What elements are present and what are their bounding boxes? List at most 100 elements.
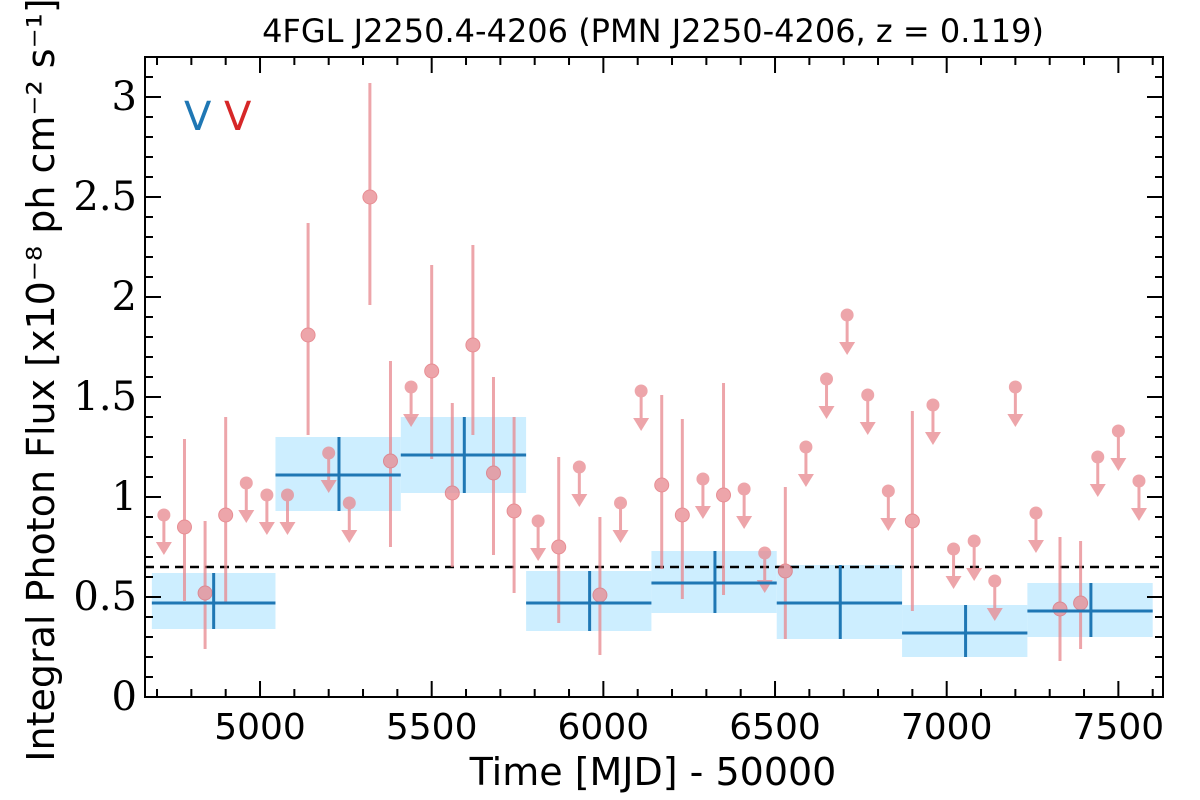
- upper-limit-marker-6: [404, 380, 418, 394]
- x-tick-label-5: 7500: [1073, 707, 1165, 748]
- upper-limit-26: [1110, 424, 1127, 471]
- long-bin-point-7: [1027, 583, 1153, 637]
- upper-limit-arrow-16: [839, 342, 856, 355]
- upper-limit-arrow-10: [633, 418, 650, 431]
- upper-limit-arrow-17: [859, 422, 876, 435]
- upper-limit-arrow-26: [1110, 458, 1127, 471]
- upper-limit-1: [238, 476, 255, 523]
- chart-title: 4FGL J2250.4-4206 (PMN J2250-4206, z = 0…: [262, 12, 1044, 50]
- upper-limit-arrow-27: [1130, 508, 1147, 521]
- detection-point-5: [382, 361, 398, 547]
- detection-marker-18: [1052, 601, 1068, 617]
- upper-limit-marker-9: [614, 496, 628, 510]
- detection-marker-2: [218, 507, 234, 523]
- upper-limit-marker-22: [988, 574, 1002, 588]
- detection-point-2: [218, 417, 234, 603]
- upper-limit-marker-12: [737, 482, 751, 496]
- upper-limit-18: [880, 484, 897, 531]
- detection-point-0: [176, 439, 192, 601]
- upper-limit-arrow-9: [612, 530, 629, 543]
- upper-limit-23: [1007, 380, 1024, 427]
- upper-limit-marker-15: [820, 372, 834, 386]
- detection-point-15: [716, 383, 732, 595]
- y-tick-label-3: 1.5: [73, 374, 137, 420]
- upper-limit-arrow-7: [530, 548, 547, 561]
- detection-marker-7: [444, 485, 460, 501]
- upper-limit-marker-1: [239, 476, 253, 490]
- upper-limit-arrow-4: [320, 480, 337, 493]
- upper-limit-arrow-20: [945, 576, 962, 589]
- upper-limit-25: [1089, 450, 1106, 497]
- detection-marker-17: [904, 513, 920, 529]
- detection-point-14: [674, 419, 690, 599]
- detection-marker-14: [674, 507, 690, 523]
- upper-limit-marker-23: [1008, 380, 1022, 394]
- upper-limit-27: [1130, 474, 1147, 521]
- detection-point-4: [362, 83, 378, 305]
- detection-marker-4: [362, 189, 378, 205]
- x-tick-label-3: 6500: [729, 707, 821, 748]
- upper-limit-marker-24: [1029, 506, 1043, 520]
- annotation-v-red: V: [224, 94, 252, 140]
- detection-point-1: [197, 521, 213, 649]
- y-tick-label-1: 0.5: [73, 574, 137, 620]
- upper-limit-marker-8: [572, 460, 586, 474]
- detection-point-10: [506, 417, 522, 593]
- upper-limit-2: [258, 488, 275, 535]
- upper-limit-5: [341, 496, 358, 543]
- upper-limit-arrow-8: [571, 494, 588, 507]
- upper-limit-17: [859, 388, 876, 435]
- upper-limit-marker-25: [1091, 450, 1105, 464]
- upper-limit-24: [1027, 506, 1044, 553]
- upper-limit-arrow-23: [1007, 414, 1024, 427]
- short-bin-points: [155, 83, 1147, 661]
- detection-marker-15: [716, 487, 732, 503]
- detection-marker-1: [197, 585, 213, 601]
- y-tick-label-0: 0: [112, 674, 137, 720]
- upper-limit-marker-13: [758, 546, 772, 560]
- long-bin-crosses: [151, 417, 1153, 657]
- detection-marker-10: [506, 503, 522, 519]
- detection-point-9: [485, 377, 501, 555]
- y-tick-label-2: 1: [112, 474, 137, 520]
- upper-limit-arrow-0: [155, 542, 172, 555]
- detection-marker-12: [592, 587, 608, 603]
- long-bin-point-4: [651, 551, 777, 613]
- upper-limit-marker-3: [280, 488, 294, 502]
- long-bin-bands: [151, 417, 1153, 657]
- upper-limit-marker-17: [861, 388, 875, 402]
- upper-limit-arrow-1: [238, 510, 255, 523]
- long-bin-point-3: [526, 571, 652, 631]
- upper-limit-arrow-24: [1027, 540, 1044, 553]
- detection-marker-5: [382, 453, 398, 469]
- upper-limit-9: [612, 496, 629, 543]
- upper-limit-arrow-15: [818, 406, 835, 419]
- upper-limit-arrow-25: [1089, 484, 1106, 497]
- long-bin-point-1: [275, 437, 401, 511]
- upper-limit-12: [736, 482, 753, 529]
- upper-limit-arrow-6: [403, 414, 420, 427]
- upper-limit-19: [924, 398, 941, 445]
- upper-limit-15: [818, 372, 835, 419]
- axis-ticks: [145, 56, 1163, 698]
- upper-limit-3: [279, 488, 296, 535]
- upper-limit-arrow-21: [966, 568, 983, 581]
- x-tick-label-2: 6000: [558, 707, 650, 748]
- detection-marker-9: [485, 465, 501, 481]
- upper-limit-arrow-11: [694, 506, 711, 519]
- detection-marker-13: [654, 477, 670, 493]
- long-bin-point-5: [776, 565, 903, 639]
- upper-limit-marker-4: [322, 446, 336, 460]
- upper-limit-arrow-3: [279, 522, 296, 535]
- detection-marker-11: [551, 539, 567, 555]
- upper-limit-marker-27: [1132, 474, 1146, 488]
- detection-marker-8: [465, 337, 481, 353]
- upper-limit-arrow-14: [797, 474, 814, 487]
- detection-point-16: [777, 487, 793, 639]
- upper-limit-marker-0: [157, 508, 171, 522]
- detection-point-3: [300, 223, 316, 435]
- upper-limit-7: [530, 514, 547, 561]
- annotation-v-blue: V: [184, 94, 212, 140]
- x-tick-label-0: 5000: [214, 707, 306, 748]
